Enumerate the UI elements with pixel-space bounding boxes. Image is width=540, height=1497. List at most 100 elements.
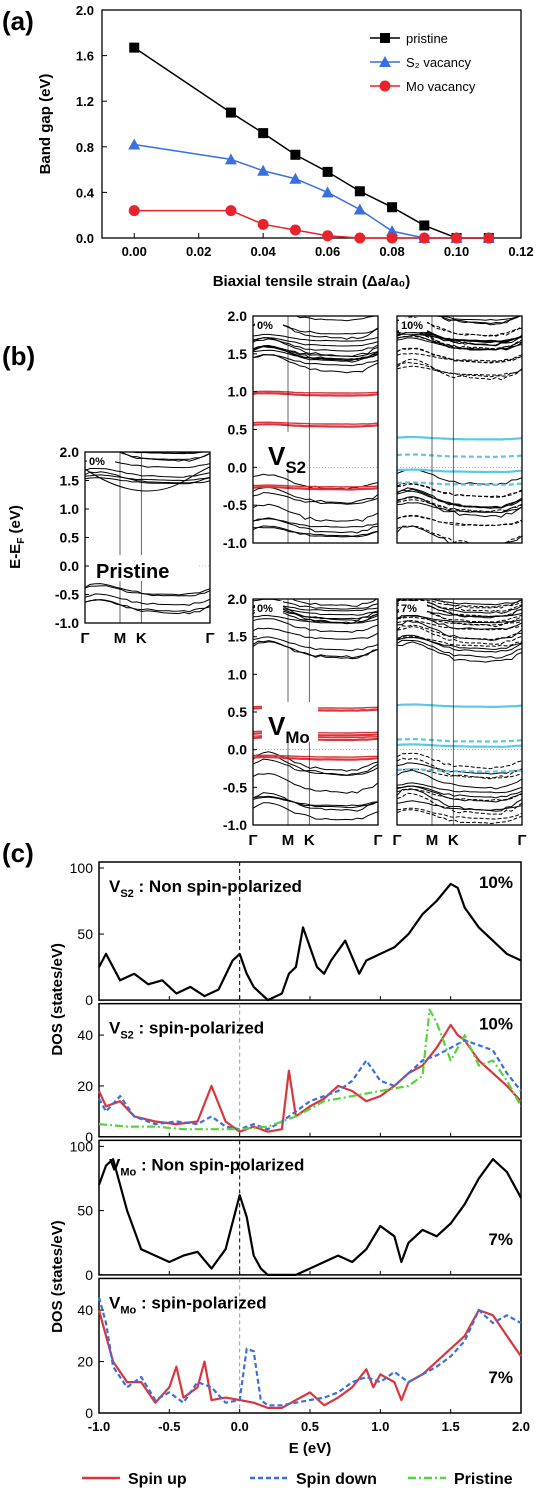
dos-title-sub: S2 [120, 888, 133, 900]
band-line [397, 768, 522, 773]
x-tick-label-c: 0.5 [301, 1419, 319, 1434]
plot-frame-a [101, 9, 522, 239]
band-line [253, 792, 378, 812]
dos-panel-title: VS2 : Non spin-polarized [109, 877, 302, 900]
dos-curve-spin-down [98, 1039, 522, 1131]
dos-title-v: V [109, 1019, 121, 1038]
k-point-label: Γ [517, 832, 526, 849]
band-line [436, 316, 521, 321]
dos-title-v: V [109, 1293, 121, 1312]
y-tick-label-c: 50 [77, 926, 93, 942]
band-line [397, 453, 522, 459]
band-line [397, 636, 522, 650]
band-line [397, 599, 522, 614]
band-line [253, 484, 378, 488]
panel-label-c: (c) [2, 838, 34, 868]
y-axis-label-b-sub: F [16, 538, 27, 544]
x-tick-label-a: 0.08 [379, 244, 404, 259]
y-tick-label-c: 100 [70, 860, 94, 876]
legend-label-a: S₂ vacancy [406, 55, 472, 70]
band-label-vs2-sub: S2 [285, 458, 306, 477]
dos-curve-spin-up [97, 1023, 522, 1133]
data-point-mo-vacancy [128, 205, 140, 217]
band-line [85, 474, 210, 482]
dos-panel-2 [97, 1139, 522, 1277]
y-axis-label-b-unit: (eV) [7, 505, 24, 538]
y-tick-label-a: 0.4 [76, 185, 95, 200]
series-line-a [134, 209, 489, 239]
band-line [253, 758, 378, 776]
k-point-label: K [448, 832, 459, 849]
band-line [253, 333, 378, 342]
band-plot-2 [396, 315, 523, 544]
band-line [397, 785, 522, 799]
data-point-mo-vacancy [225, 205, 237, 217]
band-line [253, 423, 378, 428]
band-line [397, 328, 522, 351]
y-tick-label-b: 2.0 [228, 308, 248, 324]
band-line [253, 337, 378, 347]
y-axis-label-b-part: E-E [7, 544, 24, 569]
band-line [397, 757, 522, 780]
dos-curve-spin-down [97, 1297, 522, 1407]
dos-panel-1 [97, 1002, 522, 1138]
y-tick-label-b: 1.0 [228, 666, 248, 682]
legend-label-c: Pristine [454, 1471, 513, 1488]
band-line [397, 703, 522, 708]
dos-title-sub: S2 [120, 1030, 133, 1042]
band-line [253, 640, 378, 659]
y-tick-label-a: 0.0 [76, 231, 94, 246]
band-line [397, 365, 522, 376]
y-tick-label-b: -1.0 [55, 615, 79, 631]
y-tick-label-a: 1.2 [76, 94, 94, 109]
x-tick-label-c: 2.0 [512, 1419, 530, 1434]
y-tick-label-a: 0.8 [76, 140, 94, 155]
x-tick-label-c: -1.0 [88, 1419, 110, 1434]
y-tick-label-b: -1.0 [223, 817, 247, 833]
data-point-pristine [387, 202, 398, 213]
band-frame [396, 598, 523, 826]
band-line [397, 347, 522, 363]
dos-curve-total [97, 1158, 522, 1277]
strain-tag: 0% [257, 603, 273, 615]
y-tick-label-c: 0 [85, 1405, 93, 1421]
k-point-label: Γ [205, 630, 214, 647]
band-line [397, 496, 522, 518]
y-tick-label-c: 0 [85, 1129, 93, 1145]
strain-tag-bg [255, 318, 283, 332]
dos-title-rest: : spin-polarized [134, 1019, 264, 1038]
band-line [397, 525, 522, 543]
data-point-mo-vacancy [257, 218, 269, 230]
band-line [397, 624, 522, 641]
band-line [85, 468, 210, 478]
y-tick-label-b: -0.5 [223, 497, 247, 513]
band-line [397, 639, 522, 659]
band-line [253, 421, 378, 425]
y-tick-label-c: 40 [77, 1302, 93, 1318]
dos-panel-0 [98, 861, 522, 1002]
band-line [397, 358, 522, 381]
strain-tag: 10% [401, 320, 423, 332]
x-tick-label-c: -0.5 [158, 1419, 180, 1434]
dos-strain-label: 10% [479, 1015, 513, 1034]
dos-panel-3 [97, 1277, 522, 1414]
x-tick-label-a: 0.06 [315, 244, 340, 259]
y-tick-label-b: 0.0 [60, 558, 80, 574]
band-line [253, 802, 378, 821]
data-point-s2-vacancy [289, 172, 302, 184]
band-line [437, 599, 522, 609]
dos-title-v: V [109, 1155, 121, 1174]
data-point-s2-vacancy [128, 138, 141, 150]
band-line [397, 809, 522, 825]
k-point-label: M [282, 832, 295, 849]
band-lines-2 [397, 316, 522, 543]
k-point-label: Γ [248, 832, 257, 849]
band-line [85, 599, 210, 615]
y-tick-label-c: 0 [85, 1267, 93, 1283]
band-line [439, 316, 520, 326]
band-line [85, 583, 210, 596]
y-tick-label-c: 0 [85, 992, 93, 1008]
dos-title-rest: : Non spin-polarized [136, 1155, 304, 1174]
y-tick-label-b: 1.5 [228, 346, 248, 362]
